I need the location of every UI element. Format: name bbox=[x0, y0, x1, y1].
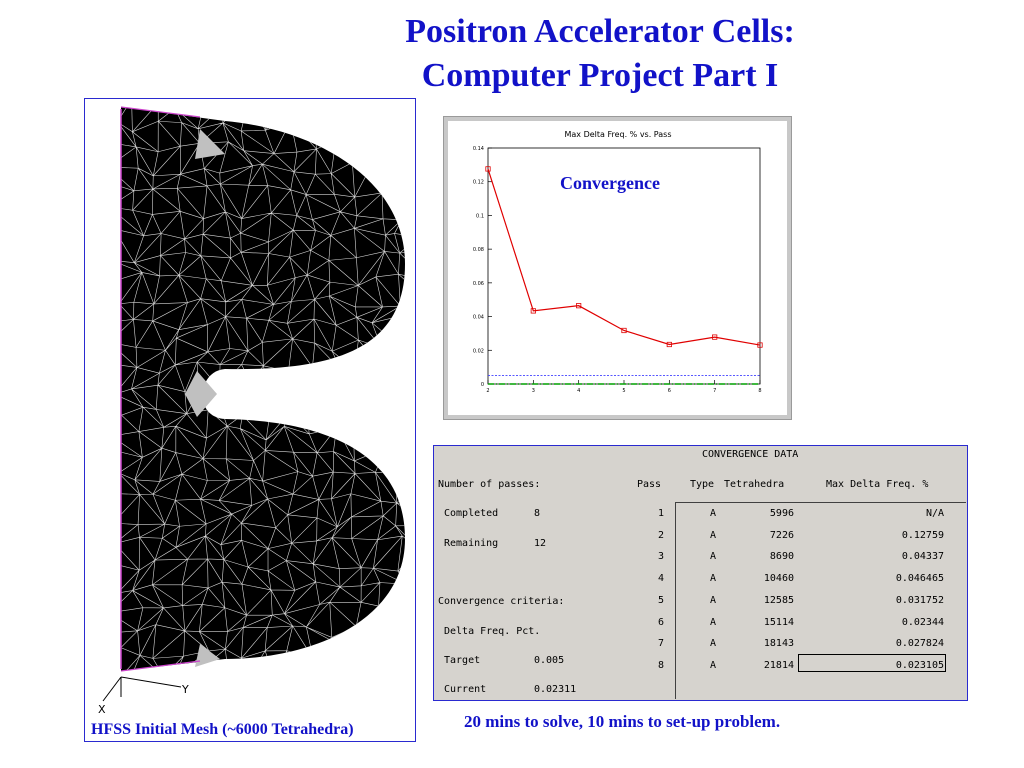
passes-label: Number of passes: bbox=[438, 479, 541, 490]
y-tick-label: 0.06 bbox=[473, 281, 484, 287]
type-cell: A bbox=[709, 616, 716, 628]
max-delta-cell: 0.12759 bbox=[901, 529, 944, 541]
max-delta-cell: 0.031752 bbox=[895, 594, 944, 606]
max-delta-cell: 0.02344 bbox=[901, 616, 944, 628]
delta-label: Delta Freq. Pct. bbox=[444, 626, 541, 637]
tetrahedra-cell: 8690 bbox=[769, 551, 794, 563]
mesh-axis-x-label: X bbox=[98, 703, 106, 716]
max-delta-cell: 0.04337 bbox=[901, 551, 944, 563]
type-cell: A bbox=[709, 529, 716, 541]
type-cell: A bbox=[709, 573, 716, 585]
col-tetrahedra: Tetrahedra bbox=[724, 479, 785, 490]
col-type: Type bbox=[690, 479, 715, 490]
x-tick-label: 7 bbox=[713, 388, 716, 394]
x-tick-label: 3 bbox=[532, 388, 535, 394]
max-delta-cell: N/A bbox=[925, 508, 944, 519]
criteria-label: Convergence criteria: bbox=[438, 596, 565, 607]
pass-cell: 4 bbox=[657, 573, 664, 585]
chart-annotation: Convergence bbox=[560, 173, 660, 193]
max-delta-cell: 0.023105 bbox=[895, 659, 944, 671]
remaining-label: Remaining bbox=[444, 538, 499, 549]
chart-svg: Max Delta Freq. % vs. Pass Convergence 0… bbox=[448, 121, 787, 415]
col-max-delta: Max Delta Freq. % bbox=[826, 479, 929, 490]
pass-cell: 3 bbox=[657, 551, 664, 563]
current-value: 0.02311 bbox=[534, 684, 577, 695]
tetrahedra-cell: 21814 bbox=[763, 659, 794, 671]
type-cell: A bbox=[709, 551, 716, 563]
y-tick-label: 0.08 bbox=[473, 247, 484, 253]
chart-title: Max Delta Freq. % vs. Pass bbox=[564, 130, 671, 139]
mesh-wireframe bbox=[121, 107, 405, 671]
x-tick-label: 5 bbox=[622, 388, 625, 394]
pass-cell: 7 bbox=[657, 638, 664, 650]
x-tick-label: 6 bbox=[668, 388, 671, 394]
x-tick-label: 4 bbox=[577, 388, 580, 394]
remaining-value: 12 bbox=[534, 538, 547, 549]
convergence-data-table: CONVERGENCE DATA Number of passes: Compl… bbox=[433, 445, 968, 701]
footer-note: 20 mins to solve, 10 mins to set-up prob… bbox=[464, 712, 781, 731]
pass-cell: 8 bbox=[657, 659, 664, 671]
y-tick-label: 0.04 bbox=[473, 315, 484, 321]
table-header: CONVERGENCE DATA bbox=[702, 449, 799, 460]
current-row-highlight bbox=[798, 654, 946, 672]
max-delta-cell: 0.027824 bbox=[895, 638, 944, 650]
slide-title-line1: Positron Accelerator Cells: bbox=[405, 13, 795, 50]
type-cell: A bbox=[709, 659, 716, 671]
pass-cell: 2 bbox=[657, 529, 664, 541]
tetrahedra-cell: 12585 bbox=[763, 594, 794, 606]
type-cell: A bbox=[709, 638, 716, 650]
type-cell: A bbox=[709, 594, 716, 606]
data-point bbox=[666, 341, 672, 348]
completed-label: Completed bbox=[444, 508, 499, 519]
convergence-chart: Max Delta Freq. % vs. Pass Convergence 0… bbox=[443, 116, 792, 420]
slide-title-line2: Computer Project Part I bbox=[421, 57, 779, 94]
max-delta-cell: 0.046465 bbox=[895, 573, 944, 585]
col-pass: Pass bbox=[637, 479, 662, 490]
data-point bbox=[576, 303, 582, 309]
pass-cell: 6 bbox=[657, 616, 664, 628]
tetrahedra-cell: 7226 bbox=[769, 529, 794, 541]
y-tick-label: 0.14 bbox=[473, 146, 484, 152]
table-grid bbox=[675, 502, 966, 699]
x-tick-label: 8 bbox=[758, 388, 761, 394]
series-line bbox=[487, 168, 761, 346]
tetrahedra-cell: 10460 bbox=[763, 573, 794, 585]
mesh-caption: HFSS Initial Mesh (~6000 Tetrahedra) bbox=[91, 721, 354, 738]
mesh-axis-y-label: Y bbox=[181, 683, 189, 696]
data-point bbox=[485, 166, 491, 172]
target-label: Target bbox=[444, 655, 481, 666]
y-tick-label: 0 bbox=[481, 382, 484, 388]
data-point bbox=[621, 327, 627, 334]
mesh-image: Y X bbox=[98, 106, 405, 716]
pass-cell: 5 bbox=[657, 594, 664, 606]
tetrahedra-cell: 18143 bbox=[763, 638, 794, 650]
y-tick-label: 0.1 bbox=[476, 213, 484, 219]
pass-cell: 1 bbox=[657, 508, 664, 519]
data-point bbox=[530, 308, 536, 314]
tetrahedra-cell: 15114 bbox=[763, 616, 794, 628]
data-point bbox=[757, 342, 763, 348]
y-tick-label: 0.12 bbox=[473, 180, 484, 186]
x-tick-label: 2 bbox=[486, 388, 489, 394]
axis-triad bbox=[102, 676, 182, 702]
data-point bbox=[712, 334, 718, 340]
current-label: Current bbox=[444, 684, 487, 695]
target-value: 0.005 bbox=[534, 655, 565, 666]
type-cell: A bbox=[709, 508, 716, 519]
mesh-panel: Y X HFSS Initial Mesh (~6000 Tetrahedra) bbox=[84, 98, 416, 742]
completed-value: 8 bbox=[534, 508, 541, 519]
y-tick-label: 0.02 bbox=[473, 348, 484, 354]
tetrahedra-cell: 5996 bbox=[769, 508, 794, 519]
